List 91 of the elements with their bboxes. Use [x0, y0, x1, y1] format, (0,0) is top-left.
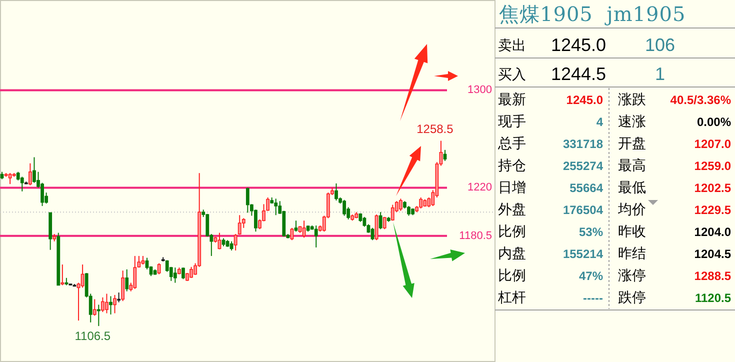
candlestick — [234, 234, 238, 251]
candlestick — [378, 212, 382, 230]
text: 1245.0 — [566, 93, 604, 107]
candlestick — [218, 232, 222, 250]
text: 0.00% — [696, 115, 732, 129]
candlestick — [96, 304, 100, 327]
text: 卖出 — [498, 37, 526, 53]
text: 1229.5 — [694, 203, 732, 217]
candlestick — [8, 172, 12, 185]
candlestick — [370, 227, 374, 241]
candlestick — [28, 162, 32, 186]
text: 涨跌 — [618, 91, 646, 107]
text: 4 — [596, 115, 604, 129]
text: 总手 — [497, 135, 526, 151]
text: 现手 — [498, 113, 526, 129]
candlestick — [109, 296, 112, 315]
text: 55664 — [570, 181, 604, 195]
text: 涨停 — [618, 267, 646, 283]
text: 最新 — [498, 91, 526, 107]
text: 1204.5 — [694, 247, 732, 261]
candlestick — [290, 227, 294, 241]
y-tick-label: 1300 — [468, 84, 492, 96]
candlestick — [398, 198, 402, 212]
candlestick — [342, 199, 346, 216]
text: 速涨 — [618, 113, 646, 129]
text: 比例 — [498, 223, 526, 239]
text: 255274 — [562, 159, 604, 173]
text: 1120.5 — [694, 291, 732, 305]
text: 1259.0 — [694, 159, 732, 173]
candlestick — [419, 196, 423, 209]
text: 106 — [644, 35, 676, 55]
text: 最低 — [618, 179, 646, 195]
text: 跌停 — [618, 289, 646, 305]
candlestick — [294, 220, 298, 232]
candlestick — [230, 240, 234, 251]
text: 比例 — [498, 267, 526, 283]
text: 176504 — [562, 203, 604, 217]
text: 47% — [578, 269, 604, 283]
candlestick — [60, 264, 64, 286]
candlestick — [100, 296, 104, 313]
candlestick — [125, 268, 129, 292]
candlestick — [20, 176, 24, 192]
text: 155214 — [562, 247, 604, 261]
candlestick — [117, 292, 120, 303]
candlestick — [173, 267, 177, 284]
text: 53% — [578, 225, 604, 239]
text: 1204.0 — [694, 225, 732, 239]
candlestick — [390, 204, 394, 222]
text: 1244.5 — [550, 64, 606, 84]
text: 1 — [654, 64, 666, 84]
candlestick — [121, 270, 125, 302]
candlestick — [382, 216, 386, 230]
candlestick — [334, 182, 338, 201]
text: ----- — [583, 291, 603, 305]
text: 最高 — [618, 157, 646, 173]
candlestick — [157, 262, 161, 275]
text: 40.5/3.36% — [670, 93, 732, 107]
text: 均价 — [617, 201, 646, 217]
text: 1288.5 — [694, 269, 732, 283]
annotation: 1258.5 — [416, 122, 454, 136]
y-tick-label: 1180.5 — [459, 230, 492, 242]
text: 日增 — [498, 179, 526, 195]
candlestick — [113, 294, 116, 314]
candlestick — [274, 198, 278, 216]
text: 昨结 — [618, 245, 646, 261]
candlestick — [266, 196, 270, 212]
text: 昨收 — [618, 223, 646, 239]
candlestick — [182, 267, 185, 280]
text: 杠杆 — [497, 289, 526, 305]
text: 开盘 — [618, 135, 646, 151]
text: 331718 — [562, 137, 604, 151]
candlestick — [246, 187, 250, 214]
candlestick — [314, 224, 318, 248]
candlestick — [407, 205, 410, 216]
text: 1207.0 — [694, 137, 732, 151]
text: 持仓 — [498, 157, 526, 173]
text: 焦煤1905 jm1905 — [499, 2, 686, 26]
candlestick — [133, 255, 137, 290]
candlestick — [80, 264, 84, 288]
text: 内盘 — [498, 245, 526, 261]
text: 买入 — [498, 66, 526, 82]
text: 1245.0 — [550, 35, 606, 55]
candlestick — [92, 298, 96, 316]
text: 1202.5 — [694, 181, 732, 195]
annotation: 1106.5 — [74, 329, 111, 344]
text: 外盘 — [498, 201, 526, 217]
candlestick — [32, 156, 36, 184]
y-tick-label: 1220 — [468, 182, 492, 194]
candlestick — [105, 293, 108, 314]
candlestick — [238, 214, 242, 236]
candlestick — [190, 266, 193, 278]
